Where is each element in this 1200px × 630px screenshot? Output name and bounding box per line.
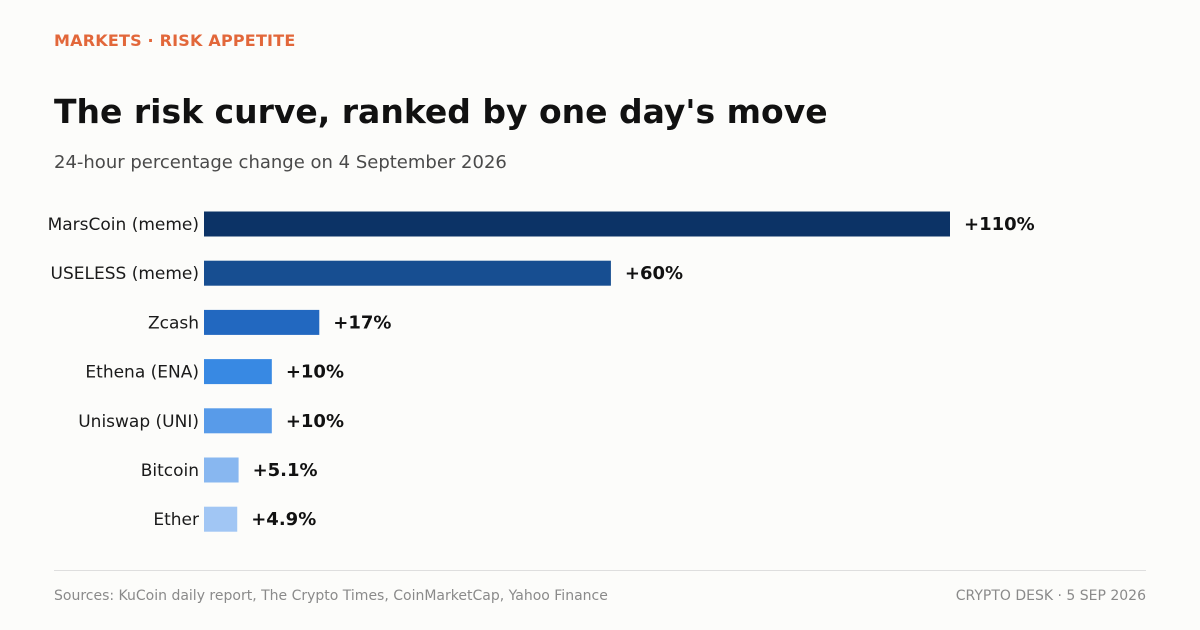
kicker: MARKETS · RISK APPETITE [54,31,296,50]
source-note: Sources: KuCoin daily report, The Crypto… [54,588,608,604]
bar [204,506,238,532]
footer-divider [54,570,1146,571]
category-label: Ethena (ENA) [85,363,199,383]
bar-chart: MarsCoin (meme) +110% USELESS (meme) +60% Zc… [48,211,1035,532]
value-label: +10% [286,411,344,432]
value-label: +17% [333,312,391,333]
chart-subtitle: 24-hour percentage change on 4 September… [54,152,507,173]
category-label: Uniswap (UNI) [78,412,199,432]
bar [204,457,239,483]
category-label: Ether [153,510,199,530]
chart-title: The risk curve, ranked by one day's move [54,92,828,131]
credit-line: CRYPTO DESK · 5 SEP 2026 [955,588,1146,604]
value-label: +5.1% [253,460,318,481]
value-label: +60% [625,263,683,284]
category-label: Bitcoin [141,461,199,481]
bar [204,260,611,286]
bar [204,309,320,335]
category-label: USELESS (meme) [51,264,199,284]
value-label: +10% [286,362,344,383]
category-label: MarsCoin (meme) [48,215,199,235]
value-label: +4.9% [251,509,316,530]
category-label: Zcash [148,313,199,333]
bar [204,408,272,434]
bar [204,211,950,237]
bar [204,359,272,385]
value-label: +110% [964,214,1035,235]
